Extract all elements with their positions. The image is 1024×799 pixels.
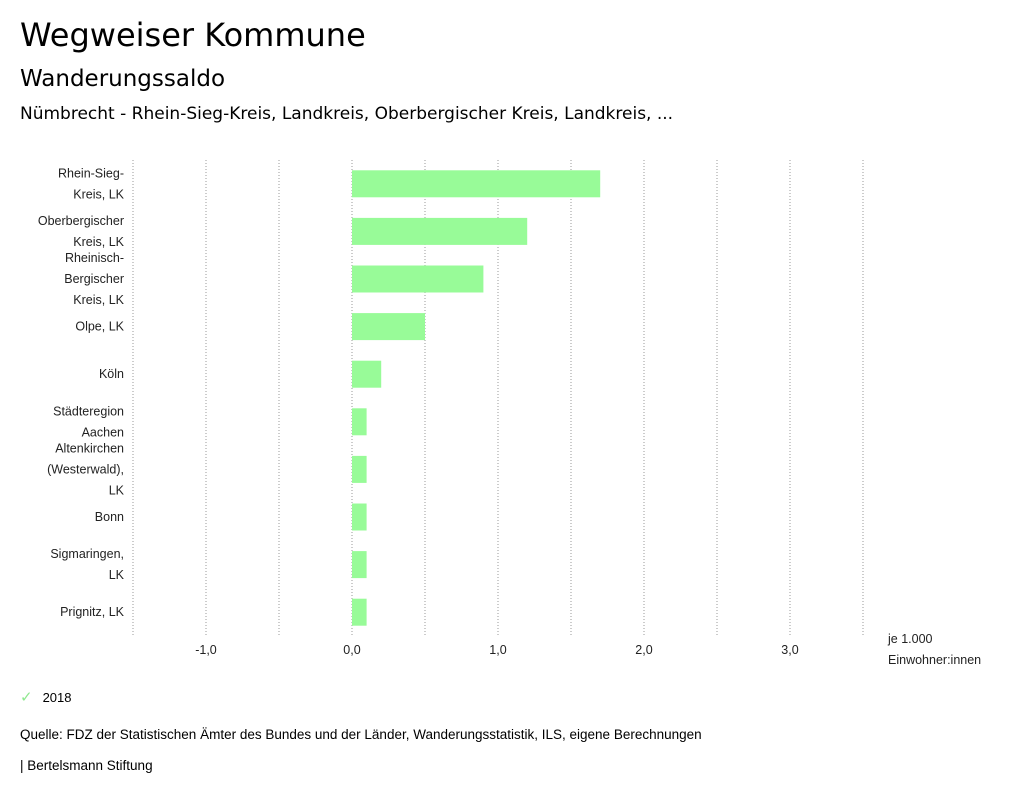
- category-label: Köln: [99, 367, 124, 381]
- x-tick-label: 2,0: [635, 643, 652, 657]
- category-label: Aachen: [82, 425, 124, 439]
- category-label: Oberbergischer: [38, 214, 124, 228]
- category-label: Sigmaringen,: [50, 547, 124, 561]
- category-label: Kreis, LK: [73, 187, 124, 201]
- publisher-note: | Bertelsmann Stiftung: [20, 758, 153, 773]
- bar: [352, 455, 367, 483]
- category-label: Kreis, LK: [73, 293, 124, 307]
- category-label: LK: [109, 568, 125, 582]
- x-axis-unit-label: Einwohner:innen: [888, 653, 981, 667]
- region-label: Nümbrecht - Rhein-Sieg-Kreis, Landkreis,…: [20, 104, 674, 124]
- category-label: LK: [109, 483, 125, 497]
- bar: [352, 551, 367, 579]
- category-label: Rhein-Sieg-: [58, 166, 124, 180]
- bar: [352, 408, 367, 436]
- category-label: Kreis, LK: [73, 235, 124, 249]
- category-label: Städteregion: [53, 404, 124, 418]
- page-title: Wegweiser Kommune: [20, 16, 366, 54]
- bar: [352, 170, 601, 198]
- category-label: Rheinisch-: [65, 251, 124, 265]
- x-axis-unit-label: je 1.000: [887, 632, 933, 646]
- legend[interactable]: ✓ 2018: [20, 688, 72, 706]
- category-label: (Westerwald),: [47, 462, 124, 476]
- x-tick-label: 1,0: [489, 643, 506, 657]
- x-tick-label: -1,0: [195, 643, 217, 657]
- bar: [352, 598, 367, 626]
- category-label: Olpe, LK: [75, 320, 124, 334]
- bar: [352, 503, 367, 531]
- chart-subtitle: Wanderungssaldo: [20, 66, 226, 92]
- bar: [352, 265, 484, 293]
- legend-label: 2018: [42, 689, 72, 705]
- category-label: Prignitz, LK: [60, 605, 125, 619]
- x-tick-label: 3,0: [781, 643, 798, 657]
- category-label: Altenkirchen: [55, 441, 124, 455]
- bar: [352, 217, 528, 245]
- checkmark-icon[interactable]: ✓: [20, 689, 33, 706]
- bar-chart: Rhein-Sieg- Kreis, LK Oberbergischer Kreis,…: [38, 160, 981, 667]
- category-label: Bergischer: [64, 272, 124, 286]
- x-tick-label: 0,0: [343, 643, 360, 657]
- source-note: Quelle: FDZ der Statistischen Ämter des …: [20, 727, 702, 742]
- category-label: Bonn: [95, 510, 124, 524]
- bar: [352, 360, 382, 388]
- bar: [352, 313, 425, 341]
